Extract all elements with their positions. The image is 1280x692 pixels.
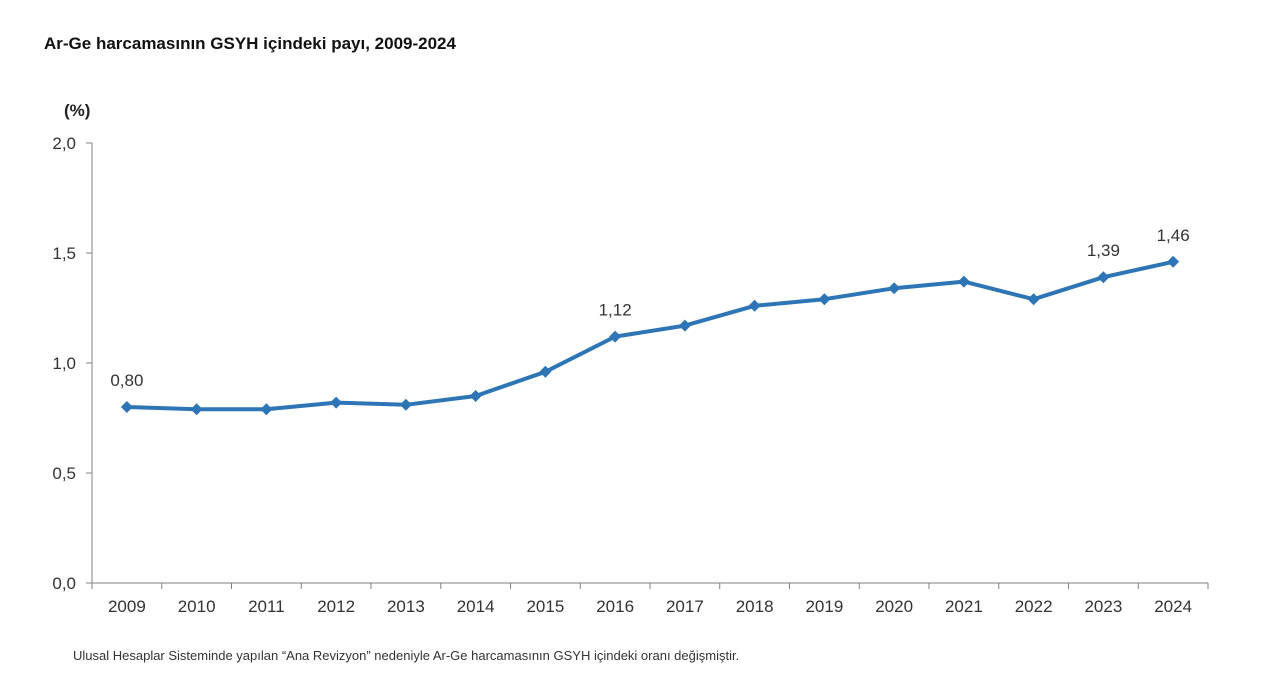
chart-title: Ar-Ge harcamasının GSYH içindeki payı, 2… [44, 34, 456, 53]
x-tick-label: 2015 [526, 597, 564, 616]
x-tick-label: 2020 [875, 597, 913, 616]
y-tick-label: 0,0 [52, 574, 76, 593]
x-tick-label: 2021 [945, 597, 983, 616]
data-point-2014 [469, 390, 482, 402]
data-point-2017 [678, 319, 691, 332]
x-tick-label: 2010 [178, 597, 216, 616]
data-point-2011 [260, 403, 273, 416]
x-tick-label: 2023 [1084, 597, 1122, 616]
x-tick-label: 2011 [248, 597, 285, 616]
y-tick-label: 2,0 [52, 134, 76, 153]
data-point-2012 [330, 396, 343, 409]
data-point-2023 [1097, 271, 1110, 284]
y-tick-label: 1,5 [52, 244, 76, 263]
x-tick-label: 2012 [317, 597, 355, 616]
data-point-2016 [609, 330, 622, 343]
data-point-2020 [888, 282, 901, 295]
x-tick-label: 2018 [736, 597, 774, 616]
x-tick-label: 2016 [596, 597, 634, 616]
y-axis-unit-label: (%) [64, 101, 90, 120]
data-point-2024 [1167, 255, 1180, 268]
data-point-2010 [190, 403, 203, 416]
x-tick-label: 2024 [1154, 597, 1192, 616]
footnote: Ulusal Hesaplar Sisteminde yapılan “Ana … [73, 648, 740, 663]
x-tick-label: 2009 [108, 597, 146, 616]
x-tick-label: 2014 [457, 597, 495, 616]
data-point-2022 [1027, 293, 1040, 306]
y-tick-label: 0,5 [52, 464, 76, 483]
data-point-2019 [818, 293, 831, 306]
data-point-2015 [539, 365, 552, 378]
data-point-2013 [399, 398, 412, 411]
y-tick-label: 1,0 [52, 354, 76, 373]
data-label-2023: 1,39 [1087, 241, 1120, 260]
x-tick-label: 2017 [666, 597, 704, 616]
series-line [124, 259, 1176, 412]
x-tick-label: 2022 [1015, 597, 1053, 616]
data-label-2024: 1,46 [1157, 226, 1190, 245]
x-tick-label: 2019 [805, 597, 843, 616]
data-point-2021 [957, 275, 970, 288]
data-point-2009 [120, 401, 133, 413]
x-tick-label: 2013 [387, 597, 425, 616]
data-label-2009: 0,80 [110, 371, 143, 390]
data-point-2018 [748, 299, 761, 312]
data-label-2016: 1,12 [599, 301, 632, 320]
